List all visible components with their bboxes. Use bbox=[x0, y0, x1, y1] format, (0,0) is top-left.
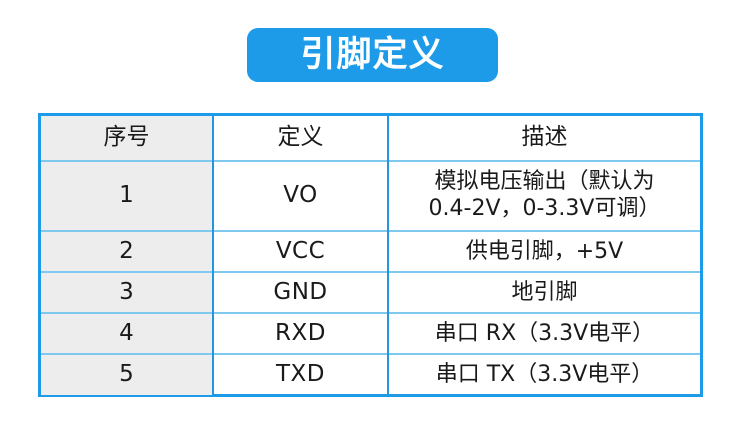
table-row: 2 VCC 供电引脚，+5V bbox=[41, 230, 700, 272]
cell-description: 模拟电压输出（默认为 0.4-2V，0-3.3V可调） bbox=[388, 160, 700, 231]
table-row: 4 RXD 串口 RX（3.3V电平） bbox=[41, 312, 700, 354]
cell-no: 2 bbox=[41, 230, 214, 272]
cell-description-line: 模拟电压输出（默认为 bbox=[434, 169, 655, 195]
cell-description: 串口 RX（3.3V电平） bbox=[388, 312, 700, 354]
table-header-row: 序号 定义 描述 bbox=[41, 116, 700, 161]
page-title: 引脚定义 bbox=[300, 34, 445, 75]
page-title-badge: 引脚定义 bbox=[247, 28, 498, 82]
cell-definition: RXD bbox=[213, 312, 389, 354]
cell-definition: VO bbox=[213, 160, 389, 231]
column-header-definition: 定义 bbox=[213, 116, 389, 161]
cell-description: 供电引脚，+5V bbox=[388, 230, 700, 272]
table-row: 5 TXD 串口 TX（3.3V电平） bbox=[41, 353, 700, 395]
pin-definition-table: 序号 定义 描述 1 VO 模拟电压输出（默认为 0.4-2V，0-3.3V可调… bbox=[41, 116, 700, 395]
table-row: 3 GND 地引脚 bbox=[41, 271, 700, 313]
cell-description: 串口 TX（3.3V电平） bbox=[388, 353, 700, 395]
cell-description-line: 0.4-2V，0-3.3V可调） bbox=[428, 196, 661, 221]
cell-definition: VCC bbox=[213, 230, 389, 272]
cell-definition: GND bbox=[213, 271, 389, 313]
column-header-no: 序号 bbox=[41, 116, 214, 161]
cell-no: 5 bbox=[41, 353, 214, 395]
cell-no: 1 bbox=[41, 160, 214, 231]
column-header-description: 描述 bbox=[521, 124, 568, 151]
table-row: 1 VO 模拟电压输出（默认为 0.4-2V，0-3.3V可调） bbox=[41, 160, 700, 231]
cell-no: 3 bbox=[41, 271, 214, 313]
cell-description: 地引脚 bbox=[388, 271, 700, 313]
pin-definition-table-container: 序号 定义 描述 1 VO 模拟电压输出（默认为 0.4-2V，0-3.3V可调… bbox=[38, 113, 703, 397]
cell-no: 4 bbox=[41, 312, 214, 354]
cell-definition: TXD bbox=[213, 353, 389, 395]
